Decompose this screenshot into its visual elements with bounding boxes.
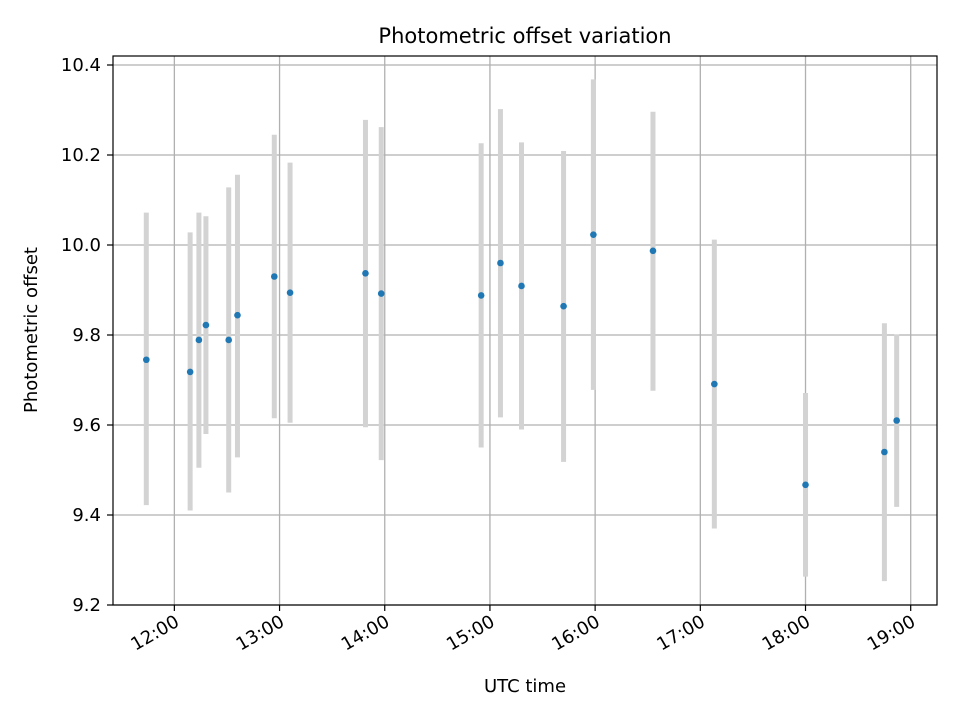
chart-title: Photometric offset variation — [378, 24, 671, 48]
data-point — [234, 311, 241, 319]
data-point — [286, 289, 294, 297]
y-tick-label: 10.4 — [61, 55, 101, 76]
plot-frame — [112, 55, 938, 606]
data-point — [225, 336, 233, 344]
data-point — [202, 321, 210, 329]
data-point — [711, 380, 718, 388]
y-tick-label: 9.8 — [72, 325, 101, 346]
data-point — [195, 336, 203, 344]
data-point — [560, 302, 567, 310]
data-points — [143, 231, 900, 489]
y-tick-label: 9.2 — [72, 595, 101, 616]
data-point — [186, 368, 194, 376]
y-tick-label: 10.0 — [61, 235, 101, 256]
data-point — [497, 259, 504, 267]
data-point — [881, 448, 888, 456]
data-point — [362, 270, 369, 277]
data-point — [270, 273, 278, 280]
data-point — [649, 247, 657, 255]
data-point — [802, 481, 809, 489]
y-tick-label: 9.4 — [72, 505, 101, 526]
data-point — [590, 231, 597, 238]
data-point — [893, 417, 900, 424]
y-tick-label: 9.6 — [72, 415, 101, 436]
y-tick-label: 10.2 — [61, 145, 101, 166]
data-point — [377, 290, 385, 297]
data-point — [518, 282, 525, 290]
y-axis: 9.2 9.4 9.6 9.8 10.0 10.2 10.4 — [61, 55, 113, 616]
data-point — [477, 292, 485, 299]
x-axis-label: UTC time — [484, 676, 566, 697]
y-axis-label: Photometric offset — [21, 247, 42, 413]
data-point — [143, 356, 150, 364]
